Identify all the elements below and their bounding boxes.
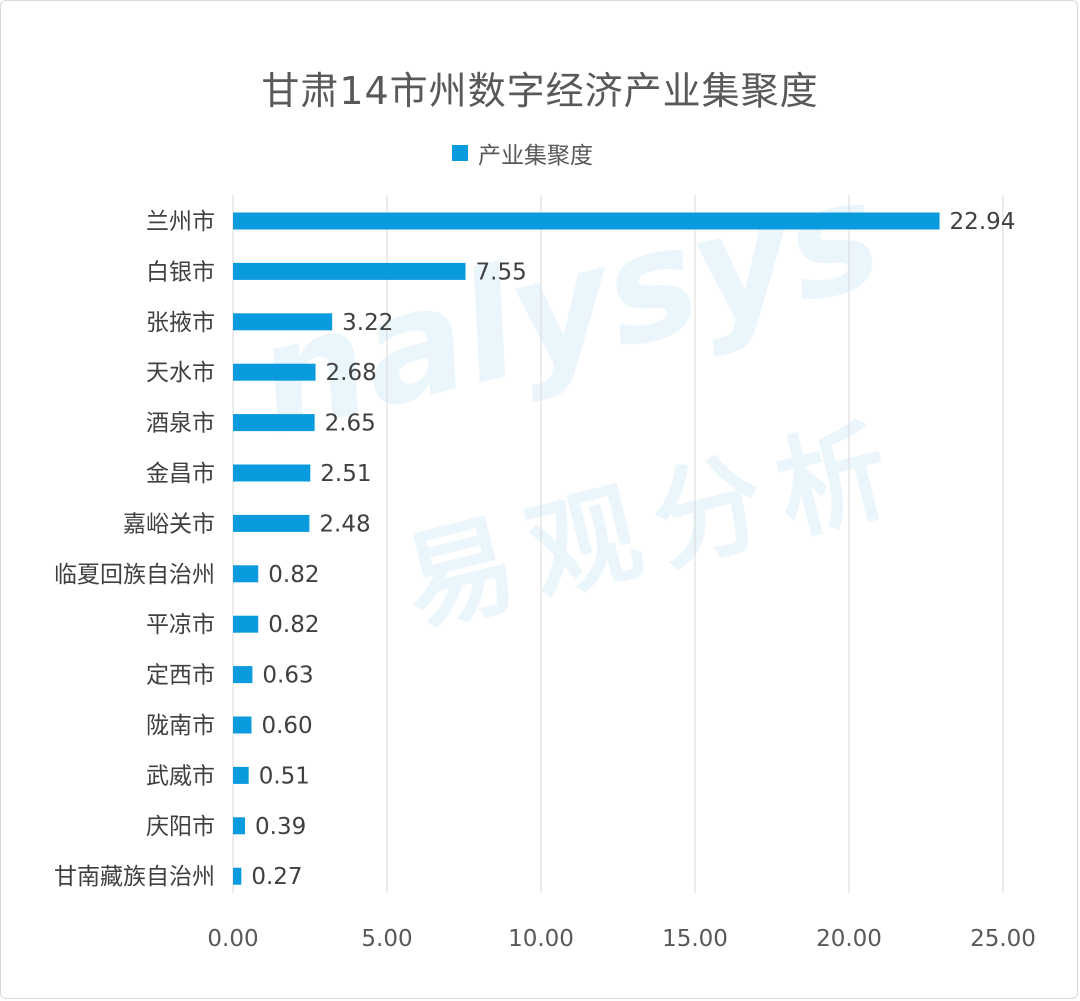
bar xyxy=(233,615,259,633)
data-label: 0.39 xyxy=(255,814,306,840)
x-tick-label: 15.00 xyxy=(662,926,728,952)
x-tick-label: 20.00 xyxy=(816,926,882,952)
data-label: 0.82 xyxy=(268,562,319,588)
data-label: 7.55 xyxy=(476,259,527,285)
bar xyxy=(233,666,253,684)
data-label: 2.48 xyxy=(319,511,370,537)
y-category-label: 嘉峪关市 xyxy=(123,511,215,537)
data-label: 2.68 xyxy=(326,360,377,386)
legend-swatch xyxy=(452,145,468,161)
bar xyxy=(233,817,246,835)
y-category-label: 陇南市 xyxy=(146,713,215,739)
chart-title: 甘肃14市州数字经济产业集聚度 xyxy=(261,69,819,113)
bar xyxy=(233,565,259,583)
y-category-label: 金昌市 xyxy=(146,461,215,487)
x-tick-label: 5.00 xyxy=(361,926,412,952)
data-label: 22.94 xyxy=(950,209,1016,235)
bar xyxy=(233,464,311,482)
x-tick-label: 25.00 xyxy=(970,926,1036,952)
legend-label: 产业集聚度 xyxy=(478,143,593,169)
data-label: 0.51 xyxy=(259,763,310,789)
bar xyxy=(233,212,940,230)
y-category-label: 甘南藏族自治州 xyxy=(54,864,215,890)
bar xyxy=(233,363,316,381)
data-label: 0.60 xyxy=(261,713,312,739)
y-category-label: 平凉市 xyxy=(146,612,215,638)
y-category-label: 武威市 xyxy=(146,763,215,789)
bar xyxy=(233,414,315,432)
y-category-label: 白银市 xyxy=(146,259,215,285)
bar xyxy=(233,867,242,885)
data-label: 2.51 xyxy=(320,461,371,487)
data-label: 0.27 xyxy=(251,864,302,890)
bar xyxy=(233,716,252,734)
bar xyxy=(233,262,466,280)
data-label: 3.22 xyxy=(342,310,393,336)
y-category-label: 酒泉市 xyxy=(146,411,215,437)
x-tick-label: 0.00 xyxy=(207,926,258,952)
bar xyxy=(233,766,249,784)
y-category-label: 兰州市 xyxy=(146,209,215,235)
bar xyxy=(233,514,310,532)
y-category-label: 定西市 xyxy=(146,663,215,689)
y-category-label: 天水市 xyxy=(146,360,215,386)
data-label: 0.63 xyxy=(262,663,313,689)
bar xyxy=(233,313,333,331)
data-label: 2.65 xyxy=(325,411,376,437)
x-tick-label: 10.00 xyxy=(508,926,574,952)
y-category-label: 庆阳市 xyxy=(146,814,215,840)
data-label: 0.82 xyxy=(268,612,319,638)
y-category-label: 张掖市 xyxy=(146,310,215,336)
chart-legend: 产业集聚度 xyxy=(452,136,593,170)
y-category-label: 临夏回族自治州 xyxy=(54,562,215,588)
